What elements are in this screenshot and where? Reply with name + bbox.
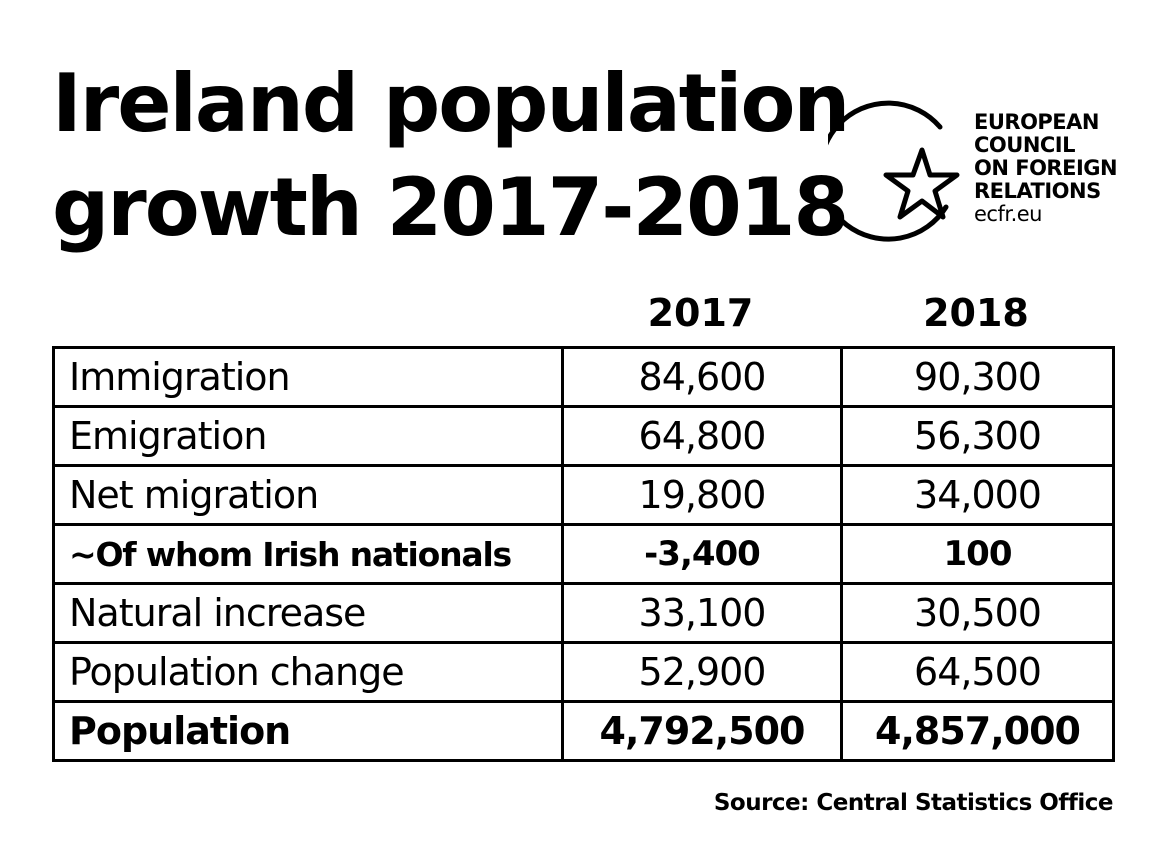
cell-2018: 4,857,000 — [840, 700, 1115, 762]
table-row-population: Population 4,792,500 4,857,000 — [52, 700, 1115, 762]
title-line-1: Ireland population — [52, 57, 850, 150]
logo-line-1: EUROPEAN — [974, 110, 1099, 134]
table-row-population-change: Population change 52,900 64,500 — [52, 641, 1115, 703]
row-label: Net migration — [52, 464, 564, 526]
row-label: Population — [52, 700, 564, 762]
population-table: Immigration 84,600 90,300 Emigration 64,… — [52, 346, 1115, 762]
title-line-2: growth 2017-2018 — [52, 161, 849, 254]
row-label: Immigration — [52, 346, 564, 408]
cell-2018: 34,000 — [840, 464, 1115, 526]
logo-line-2: COUNCIL — [974, 133, 1076, 157]
row-label: Natural increase — [52, 582, 564, 644]
table-row-immigration: Immigration 84,600 90,300 — [52, 346, 1115, 408]
cell-2017: 64,800 — [561, 405, 843, 467]
cell-2018: 30,500 — [840, 582, 1115, 644]
table-row-emigration: Emigration 64,800 56,300 — [52, 405, 1115, 467]
row-label: ~Of whom Irish nationals — [52, 523, 564, 585]
table-row-natural-increase: Natural increase 33,100 30,500 — [52, 582, 1115, 644]
source-note: Source: Central Statistics Office — [713, 790, 1114, 816]
cell-2018: 100 — [840, 523, 1115, 585]
logo-line-3: ON FOREIGN — [974, 156, 1118, 180]
column-header-2017: 2017 — [647, 291, 754, 335]
ecfr-logo: EUROPEAN COUNCIL ON FOREIGN RELATIONS ec… — [828, 95, 1138, 245]
row-label: Emigration — [52, 405, 564, 467]
logo-line-4: RELATIONS — [974, 179, 1101, 203]
logo-url: ecfr.eu — [974, 202, 1042, 226]
circle-star-icon — [828, 100, 960, 242]
cell-2017: 19,800 — [561, 464, 843, 526]
cell-2018: 64,500 — [840, 641, 1115, 703]
cell-2017: 52,900 — [561, 641, 843, 703]
cell-2017: -3,400 — [561, 523, 843, 585]
column-header-2018: 2018 — [923, 291, 1029, 335]
cell-2017: 4,792,500 — [561, 700, 843, 762]
logo-text: EUROPEAN COUNCIL ON FOREIGN RELATIONS ec… — [974, 110, 1118, 226]
cell-2018: 56,300 — [840, 405, 1115, 467]
cell-2017: 33,100 — [561, 582, 843, 644]
table-row-irish-nationals: ~Of whom Irish nationals -3,400 100 — [52, 523, 1115, 585]
cell-2017: 84,600 — [561, 346, 843, 408]
chart-title: Ireland population growth 2017-2018 — [52, 52, 850, 260]
table-row-net-migration: Net migration 19,800 34,000 — [52, 464, 1115, 526]
row-label: Population change — [52, 641, 564, 703]
cell-2018: 90,300 — [840, 346, 1115, 408]
